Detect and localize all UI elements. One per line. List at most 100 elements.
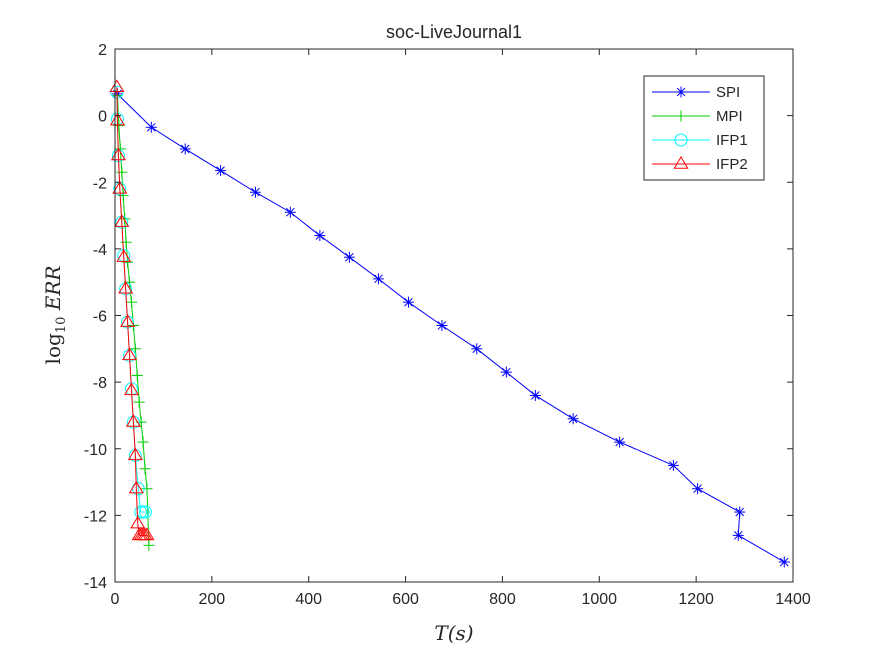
y-tick-label: -8 [93, 375, 107, 392]
legend-box [643, 75, 765, 181]
marker-stroke [676, 87, 686, 97]
x-tick-label: 0 [111, 591, 120, 608]
marker-stroke [147, 122, 156, 132]
data-point-mpi [131, 369, 143, 381]
series-spi [111, 88, 790, 568]
marker-stroke [669, 461, 678, 470]
legend-label-mpi: MPI [716, 108, 743, 125]
data-point-mpi [133, 396, 145, 408]
chart-title: soc-LiveJournal1 [386, 22, 522, 42]
x-tick-label: 200 [199, 591, 226, 608]
data-point-mpi [129, 343, 141, 355]
x-tick-label: 800 [489, 591, 516, 608]
legend-marker-ifp1 [674, 133, 688, 147]
marker-stroke [501, 367, 511, 377]
y-axis-label-suffix: ERR [41, 266, 65, 317]
data-point-spi [179, 143, 191, 155]
marker-stroke [404, 297, 413, 307]
data-point-mpi [117, 190, 129, 202]
x-tick-label: 1000 [581, 591, 617, 608]
data-point-spi [343, 251, 355, 263]
marker-stroke [251, 187, 260, 197]
data-point-mpi [116, 166, 128, 178]
data-point-spi [284, 206, 296, 218]
data-point-spi [314, 230, 326, 242]
data-point-spi [402, 296, 414, 308]
legend-marker-mpi [675, 110, 687, 122]
data-point-spi [500, 366, 512, 378]
legend-label-ifp2: IFP2 [716, 156, 748, 173]
data-point-ifp2 [125, 414, 141, 427]
data-point-ifp2 [112, 180, 128, 194]
data-point-ifp2 [139, 527, 155, 541]
marker-stroke [568, 414, 578, 424]
legend-item-mpi: MPI [652, 108, 743, 125]
legend-item-ifp1: IFP1 [652, 132, 748, 149]
legend-items: SPI MPI IFP1 IFP2 [652, 84, 748, 173]
y-tick-label: 0 [98, 109, 107, 126]
data-point-spi [667, 459, 679, 471]
data-point-spi [215, 165, 227, 177]
y-tick-label: -10 [84, 442, 107, 459]
y-axis-label-prefix: log [41, 333, 65, 364]
data-point-ifp2 [114, 214, 130, 227]
marker-stroke [374, 274, 383, 284]
series-mpi [111, 90, 155, 551]
data-point-ifp2 [127, 447, 143, 461]
y-tick-label: -2 [93, 175, 107, 192]
marker-stroke [285, 207, 295, 217]
x-tick-label: 400 [295, 591, 322, 608]
data-point-mpi [141, 483, 153, 495]
data-point-ifp2 [109, 79, 125, 93]
data-point-ifp2 [120, 314, 136, 327]
data-point-spi [249, 186, 261, 198]
data-point-ifp2 [128, 480, 144, 494]
data-point-mpi [137, 436, 149, 448]
marker-stroke [615, 437, 624, 447]
series-ifp2 [109, 79, 155, 541]
marker-stroke [345, 252, 354, 262]
data-point-ifp2 [109, 112, 125, 126]
legend-marker-spi [675, 86, 687, 98]
marker-stroke [315, 231, 325, 240]
ticks-layer: 0 200 400 600 800 1000 1200 1400 2 0 -2 -4 -6 -8 -10 -1… [84, 42, 811, 608]
data-point-ifp1 [139, 505, 153, 519]
legend-label-spi: SPI [716, 84, 740, 101]
y-tick-label: -14 [84, 575, 107, 592]
marker-stroke [531, 391, 540, 400]
data-point-ifp2 [118, 280, 134, 294]
marker-stroke [693, 484, 702, 494]
legend-marker-ifp2 [673, 156, 689, 169]
data-point-spi [734, 506, 746, 518]
data-point-ifp2 [116, 249, 132, 262]
x-tick-label: 1400 [775, 591, 811, 608]
data-point-ifp2 [122, 347, 138, 361]
marker-stroke [180, 144, 190, 154]
data-point-spi [732, 529, 744, 541]
marker-stroke [472, 344, 482, 354]
marker-stroke [216, 166, 225, 175]
legend-item-spi: SPI [652, 84, 740, 101]
data-point-spi [614, 436, 626, 448]
y-tick-label: -12 [84, 508, 107, 525]
y-tick-label: 2 [98, 42, 107, 59]
data-point-spi [436, 319, 448, 331]
data-point-spi [567, 413, 579, 425]
data-point-spi [471, 343, 483, 355]
marker-stroke [735, 507, 745, 517]
x-tick-label: 1200 [678, 591, 714, 608]
data-point-ifp2 [123, 382, 139, 396]
marker-stroke [437, 321, 447, 330]
legend-item-ifp2: IFP2 [652, 156, 748, 173]
legend-label-ifp1: IFP1 [716, 132, 748, 149]
marker-stroke [733, 531, 743, 540]
data-point-mpi [119, 213, 131, 225]
data-point-mpi [139, 463, 151, 475]
y-axis-label: log10 ERR [41, 266, 69, 365]
x-tick-label: 600 [392, 591, 419, 608]
data-point-spi [529, 389, 541, 401]
x-axis-label: T(s) [434, 621, 473, 645]
data-point-mpi [143, 539, 155, 551]
